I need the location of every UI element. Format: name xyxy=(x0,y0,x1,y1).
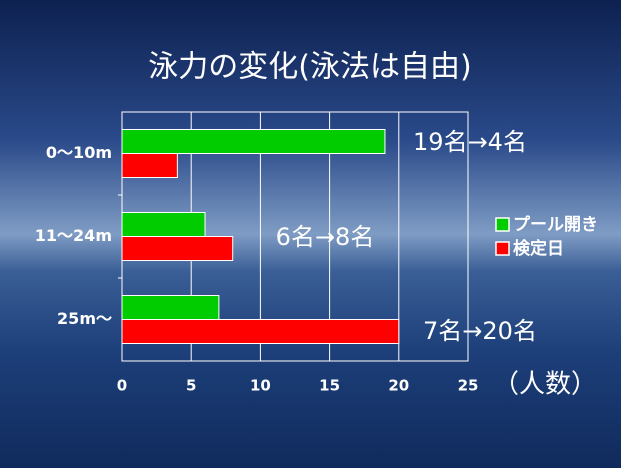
x-tick-label: 0 xyxy=(117,377,127,395)
y-tick-label: 0～10m xyxy=(46,143,112,162)
bar xyxy=(121,319,400,344)
x-tick-label: 15 xyxy=(319,377,340,395)
legend-swatch xyxy=(495,217,510,232)
x-tick-label: 10 xyxy=(250,377,271,395)
chart-title: 泳力の変化(泳法は自由) xyxy=(148,50,471,85)
bar xyxy=(121,212,206,237)
bar xyxy=(121,295,220,320)
annotation: 6名→8名 xyxy=(276,223,375,251)
bar xyxy=(121,153,178,178)
bar xyxy=(121,129,386,154)
x-tick-label: 5 xyxy=(186,377,196,395)
annotation: 7名→20名 xyxy=(423,317,537,345)
y-tick-label: 25m～ xyxy=(57,309,112,328)
bar xyxy=(121,236,234,261)
legend-label: 検定日 xyxy=(513,238,564,259)
legend-label: プール開き xyxy=(513,214,598,235)
x-tick-label: 20 xyxy=(388,377,409,395)
y-tick-label: 11～24m xyxy=(35,226,112,245)
legend-swatch xyxy=(495,241,510,256)
x-tick-label: 25 xyxy=(458,377,479,395)
annotation: 19名→4名 xyxy=(413,128,527,156)
x-axis-label: （人数） xyxy=(493,370,597,400)
